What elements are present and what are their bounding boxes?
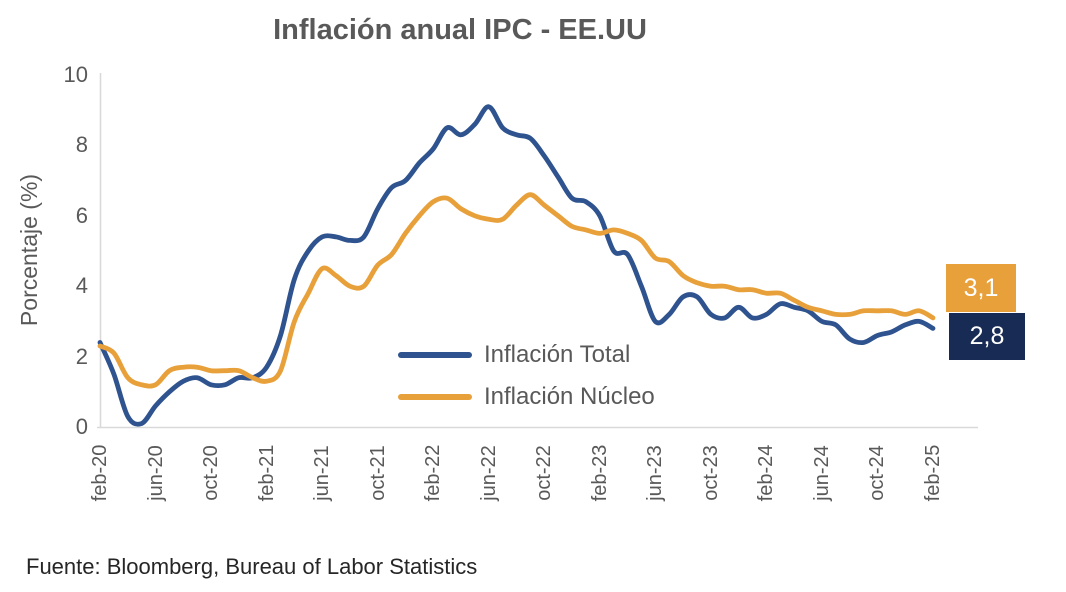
x-tick-label: jun-20	[144, 445, 167, 501]
source-note: Fuente: Bloomberg, Bureau of Labor Stati…	[26, 554, 478, 579]
y-tick-label: 4	[75, 273, 88, 299]
core-inflation-line	[97, 192, 936, 389]
x-tick-label: oct-22	[533, 445, 556, 501]
x-tick-label: jun-23	[644, 445, 667, 501]
total-line-swatch	[398, 352, 472, 358]
y-tick-label: 2	[75, 343, 88, 369]
x-tick-label: jun-21	[311, 445, 334, 501]
legend-label-core: Inflación Núcleo	[484, 383, 655, 410]
legend-item-core: Inflación Núcleo	[398, 376, 655, 418]
x-tick-label: feb-24	[755, 444, 778, 502]
core-line-swatch	[398, 394, 472, 400]
x-tick-label: feb-25	[922, 444, 944, 502]
core-end-value-badge: 3,1	[946, 264, 1016, 312]
y-tick-label: 8	[75, 132, 88, 158]
x-tick-label: jun-24	[810, 445, 833, 501]
total-end-value-badge: 2,8	[949, 313, 1025, 360]
y-tick-label: 10	[63, 62, 88, 87]
total-inflation-line	[97, 104, 936, 427]
x-tick-label: feb-23	[588, 444, 611, 502]
x-tick-label: feb-20	[89, 444, 111, 502]
x-tick-label: oct-24	[866, 445, 889, 501]
legend: Inflación Total Inflación Núcleo	[398, 334, 655, 418]
x-tick-label: feb-21	[255, 444, 278, 502]
x-tick-label: feb-22	[422, 444, 445, 502]
legend-label-total: Inflación Total	[484, 341, 631, 368]
x-tick-label: jun-22	[477, 445, 500, 501]
legend-item-total: Inflación Total	[398, 334, 655, 376]
chart-title: Inflación anual IPC - EE.UU	[273, 14, 647, 46]
x-tick-label: oct-23	[699, 445, 722, 501]
x-tick-label: oct-20	[200, 445, 223, 501]
y-tick-label: 0	[75, 414, 88, 439]
y-tick-label: 6	[75, 202, 88, 228]
x-tick-label: oct-21	[366, 445, 389, 501]
